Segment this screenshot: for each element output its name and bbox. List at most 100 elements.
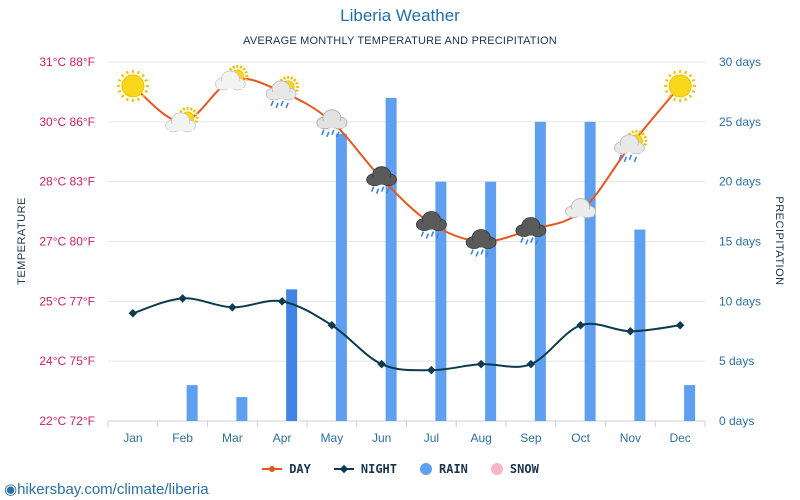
weather-icons [116,64,697,257]
cloud-base [567,209,594,217]
snow-dot-icon [490,463,503,475]
rain-drop [520,237,524,243]
precipitation-tick-label: 25 days [719,115,761,129]
night-series [128,294,685,375]
cloud-base [167,123,194,131]
sun-ray [125,70,129,75]
sun-ray [244,70,248,74]
month-tick-label: Apr [273,431,292,445]
month-tick-label: Oct [571,431,590,445]
watermark-text: hikersbay.com/climate/liberia [17,481,209,498]
month-tick-label: Jan [123,431,142,445]
rain-drop [285,102,289,109]
sun-icon [664,69,697,102]
legend-day[interactable]: DAY [261,462,311,476]
sun-ray [290,76,294,80]
sun-ray [242,67,246,72]
sun-ray [643,142,647,146]
sun-cloud-icon [214,64,249,91]
location-pin-icon: ◉ [4,481,18,498]
sun-ray [141,73,145,78]
sun-ray [125,97,129,102]
rain-drop [623,156,628,163]
cloud-base [418,222,445,230]
cloud-icon [565,198,597,218]
storm-rain-icon [366,166,398,194]
night-point [626,327,635,336]
sun-ray [684,70,688,75]
month-axis-ticks: Jan Feb Mar Apr May Jun Jul Aug Sep Oct Nov Dec [123,431,691,445]
rain-drop [326,131,330,138]
temperature-tick-label: 31°C 88°F [39,55,95,69]
sun-ray [194,119,199,123]
rain-drop [370,186,375,192]
sun-icon [116,69,149,102]
watermark-link[interactable]: ◉hikersbay.com/climate/liberia [4,480,209,498]
sun-rain-icon [265,75,300,109]
cloud-base [517,228,544,236]
rain-bar [684,385,696,421]
month-tick-label: Jul [424,431,439,445]
rain-drop [530,237,534,243]
night-point [327,321,337,330]
night-point [576,321,585,330]
sun-ray [631,130,635,134]
sun-ray [664,78,669,82]
night-point [128,309,138,318]
rain-drop [475,251,479,257]
sun-ray [189,107,193,111]
legend-rain[interactable]: RAIN [419,462,468,476]
day-line [132,77,681,243]
sun-ray [643,135,647,139]
temperature-tick-label: 24°C 75°F [39,354,95,368]
sun-ray [244,78,248,82]
night-point [427,365,436,375]
rain-drop [480,249,484,255]
rain-bar [286,289,298,421]
month-tick-label: Feb [172,431,193,445]
month-tick-label: May [321,431,344,445]
temperature-tick-label: 27°C 80°F [39,235,95,249]
temperature-tick-label: 22°C 72°F [39,414,95,428]
sun-ray [182,107,186,111]
temperature-tick-label: 28°C 83°F [39,175,95,189]
sun-ray [684,97,688,102]
cloud-base [368,177,395,185]
rain-bar [584,121,596,421]
legend-night[interactable]: NIGHT [333,462,397,476]
sun-ray [232,65,236,69]
legend-day-label: DAY [289,462,311,476]
rain-drop [485,251,489,257]
night-point [377,359,386,369]
temperature-tick-label: 25°C 77°F [39,294,95,308]
rain-bar [634,229,646,421]
sun-ray [688,73,693,78]
cloud-rain-icon [316,109,348,138]
month-tick-label: Sep [520,431,542,445]
grid-lines [107,61,706,427]
sun-ray [691,78,696,82]
sun-ray [136,97,140,102]
rain-bar [186,385,198,421]
rain-bar [485,181,497,421]
rain-bar [385,97,397,422]
temperature-axis-ticks: 31°C 88°F 30°C 86°F 28°C 83°F 27°C 80°F 25°C… [39,55,95,428]
rain-drop [270,100,274,107]
rain-bar [534,121,546,421]
sun-disc [121,74,145,98]
rain-drop [280,100,284,107]
sun-ray [136,70,140,75]
rain-drop [321,129,325,136]
precipitation-tick-label: 0 days [719,414,754,428]
rain-drop [525,239,529,245]
sun-ray [293,78,297,82]
night-line-icon [333,464,354,474]
legend-snow[interactable]: SNOW [490,462,539,476]
storm-rain-icon [465,229,497,257]
rain-drop [380,186,385,192]
legend-night-label: NIGHT [360,462,397,476]
sun-rain-icon [613,129,648,163]
month-tick-label: Aug [470,431,491,445]
month-tick-label: Nov [620,431,641,445]
sun-ray [641,132,645,136]
